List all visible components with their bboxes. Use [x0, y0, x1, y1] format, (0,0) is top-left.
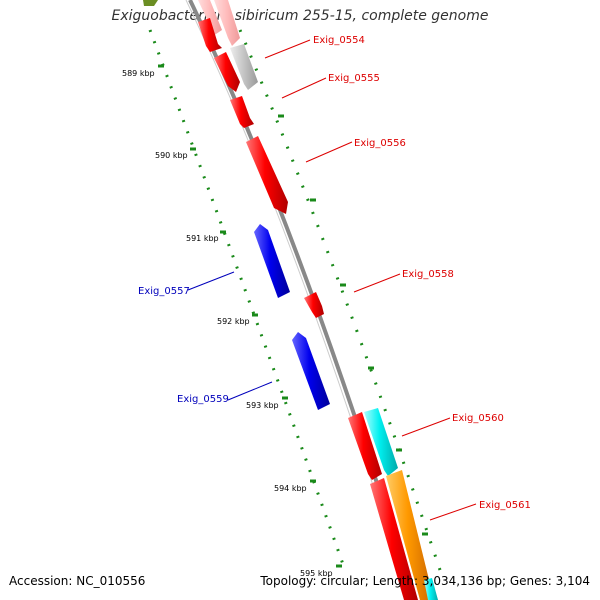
- gene-exig-0558[interactable]: [304, 292, 324, 318]
- inner-ticks: [158, 64, 342, 568]
- gene-bottom-cyan[interactable]: [424, 578, 438, 600]
- backbone-inner: [185, 0, 410, 600]
- label-exig-0557[interactable]: Exig_0557: [138, 286, 190, 297]
- outer-ticks: [278, 114, 428, 536]
- gene-exig-0561-orange[interactable]: [386, 470, 434, 600]
- tick-label-595: 595 kbp: [300, 569, 333, 578]
- outer-scale-dots: [238, 29, 442, 571]
- gene-exig-0556[interactable]: [246, 136, 288, 214]
- label-exig-0554[interactable]: Exig_0554: [313, 35, 365, 46]
- gene-exig-0555-grey[interactable]: [230, 44, 258, 90]
- tick-label-592: 592 kbp: [217, 317, 250, 326]
- gene-exig-0561[interactable]: [370, 478, 418, 600]
- label-exig-0558[interactable]: Exig_0558: [402, 269, 454, 280]
- genome-summary-text: Topology: circular; Length: 3,034,136 bp…: [260, 574, 590, 588]
- label-exig-0559[interactable]: Exig_0559: [177, 394, 229, 405]
- tick-label-593: 593 kbp: [246, 401, 279, 410]
- tick-label-590: 590 kbp: [155, 151, 188, 160]
- label-exig-0560[interactable]: Exig_0560: [452, 413, 504, 424]
- gene-exig-0554[interactable]: [198, 18, 222, 52]
- tick-label-589: 589 kbp: [122, 69, 155, 78]
- gene-exig-0555b[interactable]: [230, 96, 254, 128]
- gene-top-pink-2[interactable]: [214, 0, 240, 46]
- gene-exig-0557[interactable]: [254, 224, 290, 298]
- label-exig-0555[interactable]: Exig_0555: [328, 73, 380, 84]
- label-exig-0556[interactable]: Exig_0556: [354, 138, 406, 149]
- accession-text: Accession: NC_010556: [9, 574, 146, 588]
- gene-exig-0559[interactable]: [292, 332, 330, 410]
- feature-top-left[interactable]: [143, 0, 158, 6]
- tick-label-591: 591 kbp: [186, 234, 219, 243]
- tick-label-594: 594 kbp: [274, 484, 307, 493]
- label-exig-0561[interactable]: Exig_0561: [479, 500, 531, 511]
- gene-exig-0560[interactable]: [348, 412, 382, 480]
- gene-exig-0555[interactable]: [214, 52, 240, 92]
- gene-exig-0560-cyan[interactable]: [364, 408, 398, 476]
